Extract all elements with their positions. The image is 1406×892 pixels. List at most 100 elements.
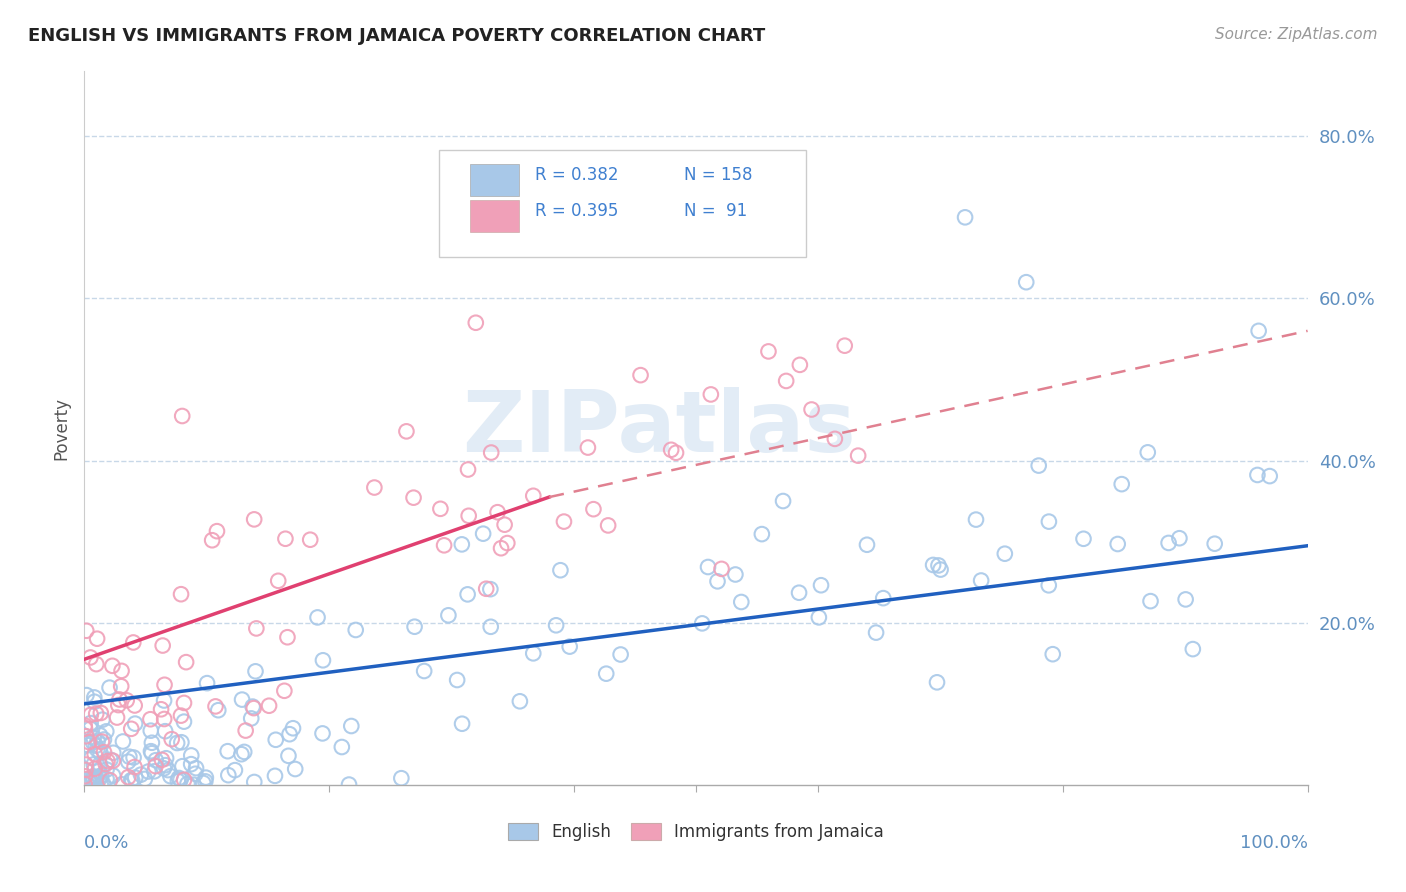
Point [83, 772, 105, 786]
Point [86, 632, 108, 646]
Point [437, 608, 460, 623]
Point [160, 732, 183, 747]
Point [1139, 594, 1161, 608]
Point [665, 446, 688, 460]
Point [83, 690, 105, 705]
Point [89, 771, 111, 785]
Point [120, 773, 142, 788]
Point [82, 735, 104, 749]
Text: N =  91: N = 91 [683, 202, 747, 219]
Point [75, 624, 97, 638]
Point [84, 706, 107, 721]
Point [509, 694, 531, 708]
Point [1181, 642, 1204, 657]
Point [243, 512, 266, 526]
Point [609, 648, 631, 662]
Point [264, 769, 287, 783]
Point [330, 739, 353, 754]
Point [457, 462, 479, 476]
Point [117, 755, 139, 769]
Point [139, 723, 162, 738]
Text: 0.0%: 0.0% [84, 833, 129, 852]
Point [363, 481, 385, 495]
Point [856, 538, 879, 552]
Point [111, 777, 134, 791]
Point [90, 706, 112, 720]
Point [169, 772, 191, 787]
Point [337, 778, 360, 792]
Point [245, 665, 267, 679]
Point [724, 567, 747, 582]
Point [172, 759, 194, 773]
Point [173, 696, 195, 710]
Point [107, 698, 129, 712]
Text: ZIPatlas: ZIPatlas [463, 386, 856, 470]
Point [101, 754, 124, 768]
Point [243, 775, 266, 789]
Point [402, 491, 425, 505]
Point [404, 620, 426, 634]
Point [872, 591, 894, 606]
Point [1038, 578, 1060, 592]
Point [659, 442, 682, 457]
Point [124, 771, 146, 785]
Point [965, 513, 987, 527]
Point [184, 766, 207, 780]
Point [486, 505, 509, 519]
Point [807, 610, 830, 624]
Text: R = 0.382: R = 0.382 [534, 166, 619, 184]
Point [233, 745, 256, 759]
Point [124, 698, 146, 713]
Point [176, 777, 198, 791]
Point [120, 722, 142, 736]
FancyBboxPatch shape [470, 200, 519, 232]
Point [800, 402, 823, 417]
Point [156, 763, 179, 777]
Point [82, 771, 104, 785]
Point [1136, 445, 1159, 459]
Point [153, 712, 176, 726]
Point [141, 736, 163, 750]
Point [789, 358, 811, 372]
Point [121, 773, 143, 788]
Point [595, 666, 617, 681]
Point [598, 518, 620, 533]
Point [1028, 458, 1050, 473]
Point [84, 774, 107, 789]
Point [751, 527, 773, 541]
Point [582, 502, 605, 516]
Point [231, 747, 253, 762]
Point [80, 751, 103, 765]
Point [479, 620, 502, 634]
Point [134, 772, 156, 786]
Point [100, 753, 122, 767]
Point [489, 541, 512, 556]
Point [122, 750, 145, 764]
Point [970, 574, 993, 588]
Point [73, 722, 96, 736]
Point [98, 773, 121, 788]
Point [464, 316, 486, 330]
Point [479, 445, 502, 459]
Point [276, 630, 298, 644]
Point [340, 719, 363, 733]
Point [307, 610, 329, 624]
Point [153, 678, 176, 692]
Point [124, 760, 146, 774]
Point [170, 735, 193, 749]
Point [110, 664, 132, 678]
Point [83, 762, 105, 776]
Point [446, 673, 468, 687]
Point [124, 716, 146, 731]
Point [245, 622, 267, 636]
Point [145, 753, 167, 767]
Point [550, 563, 572, 577]
Point [166, 774, 188, 789]
Point [1073, 532, 1095, 546]
Point [700, 387, 723, 401]
Point [217, 744, 239, 758]
Point [772, 494, 794, 508]
Point [98, 681, 121, 695]
Point [170, 708, 193, 723]
Point [180, 757, 202, 772]
